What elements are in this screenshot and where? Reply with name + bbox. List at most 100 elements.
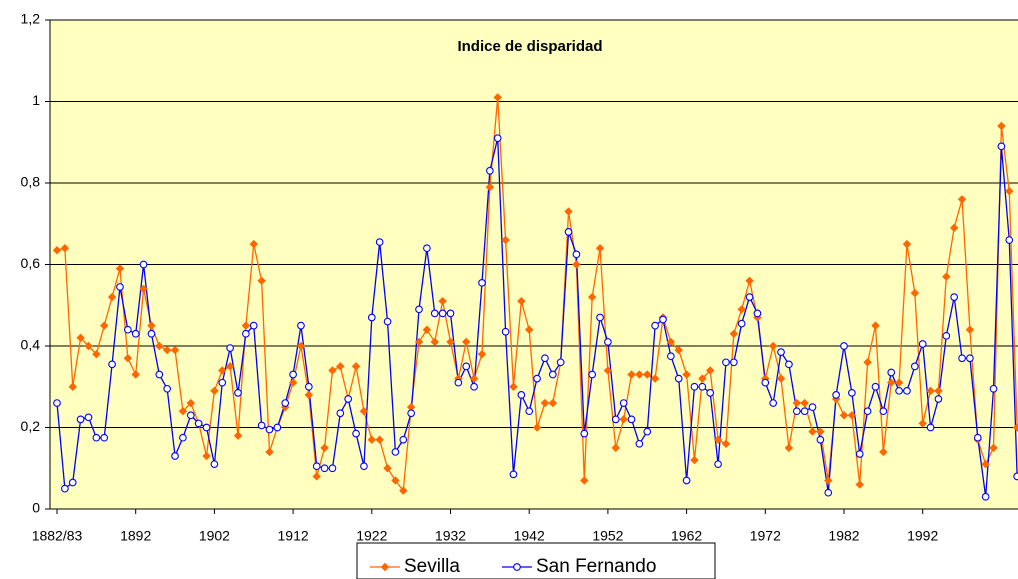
data-point [76, 415, 85, 424]
data-point [564, 228, 573, 236]
data-point [926, 423, 935, 432]
data-point [957, 195, 967, 204]
data-point [674, 374, 683, 383]
data-point [871, 321, 880, 330]
data-point [462, 362, 471, 371]
data-point [107, 292, 117, 302]
data-point [903, 386, 911, 395]
data-point [965, 325, 975, 334]
data-point [879, 447, 888, 457]
data-point [163, 384, 172, 393]
x-tick-label: 1902 [199, 528, 230, 544]
data-point [438, 309, 447, 318]
data-point [1005, 186, 1014, 196]
data-point [391, 476, 400, 485]
data-point [650, 374, 660, 383]
data-point [800, 398, 809, 408]
y-tick-label: 0,8 [21, 174, 41, 190]
x-tick-label: 1962 [671, 528, 702, 544]
data-point [682, 370, 691, 379]
data-point [178, 406, 188, 416]
data-point [517, 391, 526, 399]
data-point [855, 480, 864, 489]
data-point [753, 309, 762, 318]
data-point [894, 378, 904, 387]
data-point [194, 419, 203, 428]
data-point [517, 296, 526, 306]
data-point [320, 443, 329, 453]
data-point [234, 389, 242, 397]
data-point [477, 349, 487, 359]
data-point [690, 455, 699, 465]
data-point [123, 325, 132, 334]
data-point [297, 321, 305, 330]
data-point [469, 374, 479, 383]
data-point [60, 243, 70, 253]
data-point [210, 386, 219, 396]
data-point [540, 398, 550, 408]
x-tick-label: 1992 [907, 528, 938, 544]
data-point [100, 321, 109, 330]
data-point [611, 443, 620, 453]
data-point [572, 260, 581, 269]
data-point [186, 411, 195, 420]
data-point [643, 427, 652, 436]
data-point [304, 390, 314, 400]
data-point [548, 398, 558, 408]
x-tick-label: 1952 [592, 528, 623, 544]
data-point [603, 366, 613, 375]
data-point [847, 411, 857, 420]
data-point [155, 341, 164, 351]
data-point [659, 315, 667, 324]
data-point [745, 293, 754, 301]
data-point [170, 345, 180, 355]
data-point [438, 296, 447, 306]
data-point [225, 362, 235, 371]
data-point [556, 358, 565, 367]
data-point [328, 464, 337, 473]
data-point [816, 427, 825, 436]
data-point [52, 246, 62, 255]
data-point [415, 305, 423, 314]
data-point [478, 278, 486, 287]
data-point [635, 370, 644, 379]
data-point [509, 382, 518, 391]
data-point [446, 309, 455, 318]
data-point [863, 407, 872, 416]
data-point [131, 329, 140, 338]
data-point [926, 386, 935, 396]
data-point [100, 433, 109, 442]
data-point [627, 415, 636, 424]
data-point [147, 321, 156, 330]
data-point [147, 329, 156, 338]
data-point [682, 476, 691, 485]
data-point [383, 317, 392, 326]
data-point [383, 464, 392, 473]
data-point [588, 370, 597, 379]
y-tick-label: 0,2 [21, 418, 41, 434]
data-point [423, 244, 431, 253]
data-point [422, 325, 432, 334]
data-point [761, 378, 770, 387]
data-point [289, 370, 297, 379]
data-point [871, 382, 880, 391]
data-point [816, 435, 825, 444]
data-point [430, 337, 439, 347]
data-point [265, 425, 274, 434]
data-point [950, 293, 959, 301]
data-point [713, 435, 723, 444]
data-point [61, 484, 69, 493]
legend-label: San Fernando [536, 556, 656, 577]
data-point [352, 429, 360, 438]
data-point [328, 366, 337, 375]
data-point [92, 433, 101, 442]
data-point [249, 321, 258, 330]
data-point [139, 260, 148, 269]
data-point [808, 403, 817, 411]
data-point [643, 370, 652, 379]
data-point [942, 331, 951, 340]
data-point [981, 459, 990, 469]
data-point [296, 341, 306, 351]
data-point [611, 415, 620, 424]
